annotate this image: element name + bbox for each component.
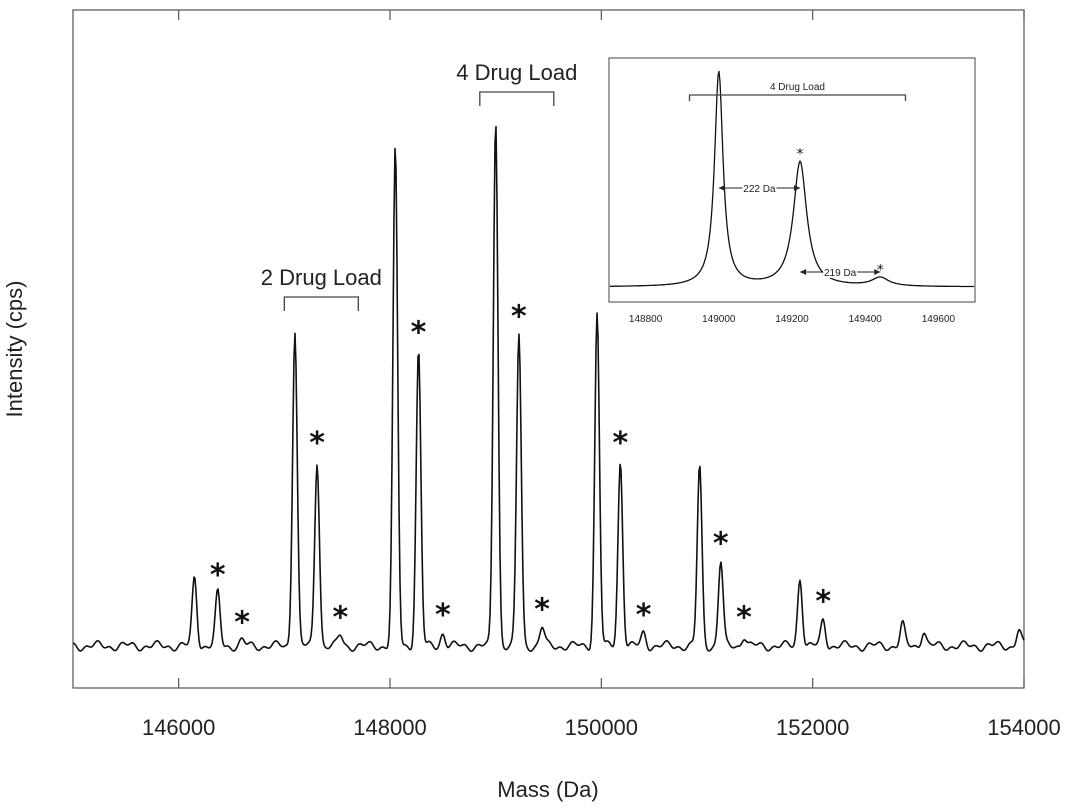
inset-drug-load-label: 4 Drug Load bbox=[770, 82, 825, 93]
x-tick-label: 150000 bbox=[565, 715, 638, 740]
arrow-label-backdrop bbox=[742, 182, 777, 194]
drug-load-label: 4 Drug Load bbox=[456, 60, 577, 85]
peak-star-marker: * bbox=[636, 598, 652, 633]
peak-star-marker: * bbox=[534, 593, 550, 628]
inset-spectrum-trace bbox=[610, 70, 974, 288]
x-tick-label: 148000 bbox=[353, 715, 426, 740]
inset-x-tick-label: 149000 bbox=[702, 314, 736, 325]
spectrum-trace bbox=[72, 125, 1025, 653]
inset-frame bbox=[608, 57, 976, 303]
main-x-ticks: 146000 148000 150000 152000 154000 bbox=[142, 10, 1061, 740]
peak-star-marker: * bbox=[210, 558, 226, 593]
arrow-label-backdrop bbox=[823, 266, 858, 278]
inset-annotations: 4 Drug Load 222 Da 219 Da * * bbox=[688, 82, 907, 279]
peak-star-marker: * bbox=[736, 600, 752, 635]
drug-load-bracket bbox=[479, 91, 555, 106]
inset-x-tick-label: 149200 bbox=[775, 314, 809, 325]
drug-load-label: 2 Drug Load bbox=[261, 265, 382, 290]
peak-star-marker: * bbox=[713, 527, 729, 562]
arrow-head-left bbox=[800, 269, 807, 275]
mass-difference-label: 222 Da bbox=[743, 184, 776, 195]
drug-load-annotations: 2 Drug Load 4 Drug Load bbox=[261, 60, 577, 311]
mass-difference-label: 219 Da bbox=[824, 268, 857, 279]
x-tick-label: 154000 bbox=[987, 715, 1060, 740]
y-axis-label: Intensity (cps) bbox=[2, 281, 27, 418]
inset-x-ticks: 148800 149000 149200 149400 149600 bbox=[629, 314, 956, 325]
peak-star-marker: * bbox=[815, 585, 831, 620]
inset-peak-star-marker: * bbox=[877, 262, 884, 278]
x-axis-label: Mass (Da) bbox=[497, 777, 598, 802]
x-tick-label: 146000 bbox=[142, 715, 215, 740]
peak-star-marker: * bbox=[511, 299, 527, 334]
peak-star-marker: * bbox=[411, 315, 427, 350]
peak-star-marker: * bbox=[435, 598, 451, 633]
inset-peak-star-marker: * bbox=[797, 146, 804, 162]
arrow-head-right bbox=[874, 269, 881, 275]
arrow-head-right bbox=[794, 185, 801, 191]
peak-star-marker: * bbox=[309, 426, 325, 461]
drug-load-bracket bbox=[283, 296, 359, 311]
inset-drug-load-bracket bbox=[688, 94, 907, 101]
arrow-head-left bbox=[718, 185, 725, 191]
main-plot-frame bbox=[72, 9, 1025, 689]
inset-x-tick-label: 149400 bbox=[849, 314, 883, 325]
x-tick-label: 152000 bbox=[776, 715, 849, 740]
satellite-peak-markers: ************ * bbox=[210, 299, 831, 640]
inset-x-tick-label: 148800 bbox=[629, 314, 663, 325]
peak-star-marker: * bbox=[234, 606, 250, 641]
inset-x-tick-label: 149600 bbox=[922, 314, 956, 325]
main-plot: 146000 148000 150000 152000 154000 *********… bbox=[2, 9, 1061, 802]
inset-plot: 148800 149000 149200 149400 149600 4 Drug Lo… bbox=[608, 57, 976, 325]
peak-star-marker: * bbox=[332, 600, 348, 635]
peak-star-marker: * bbox=[613, 426, 629, 461]
